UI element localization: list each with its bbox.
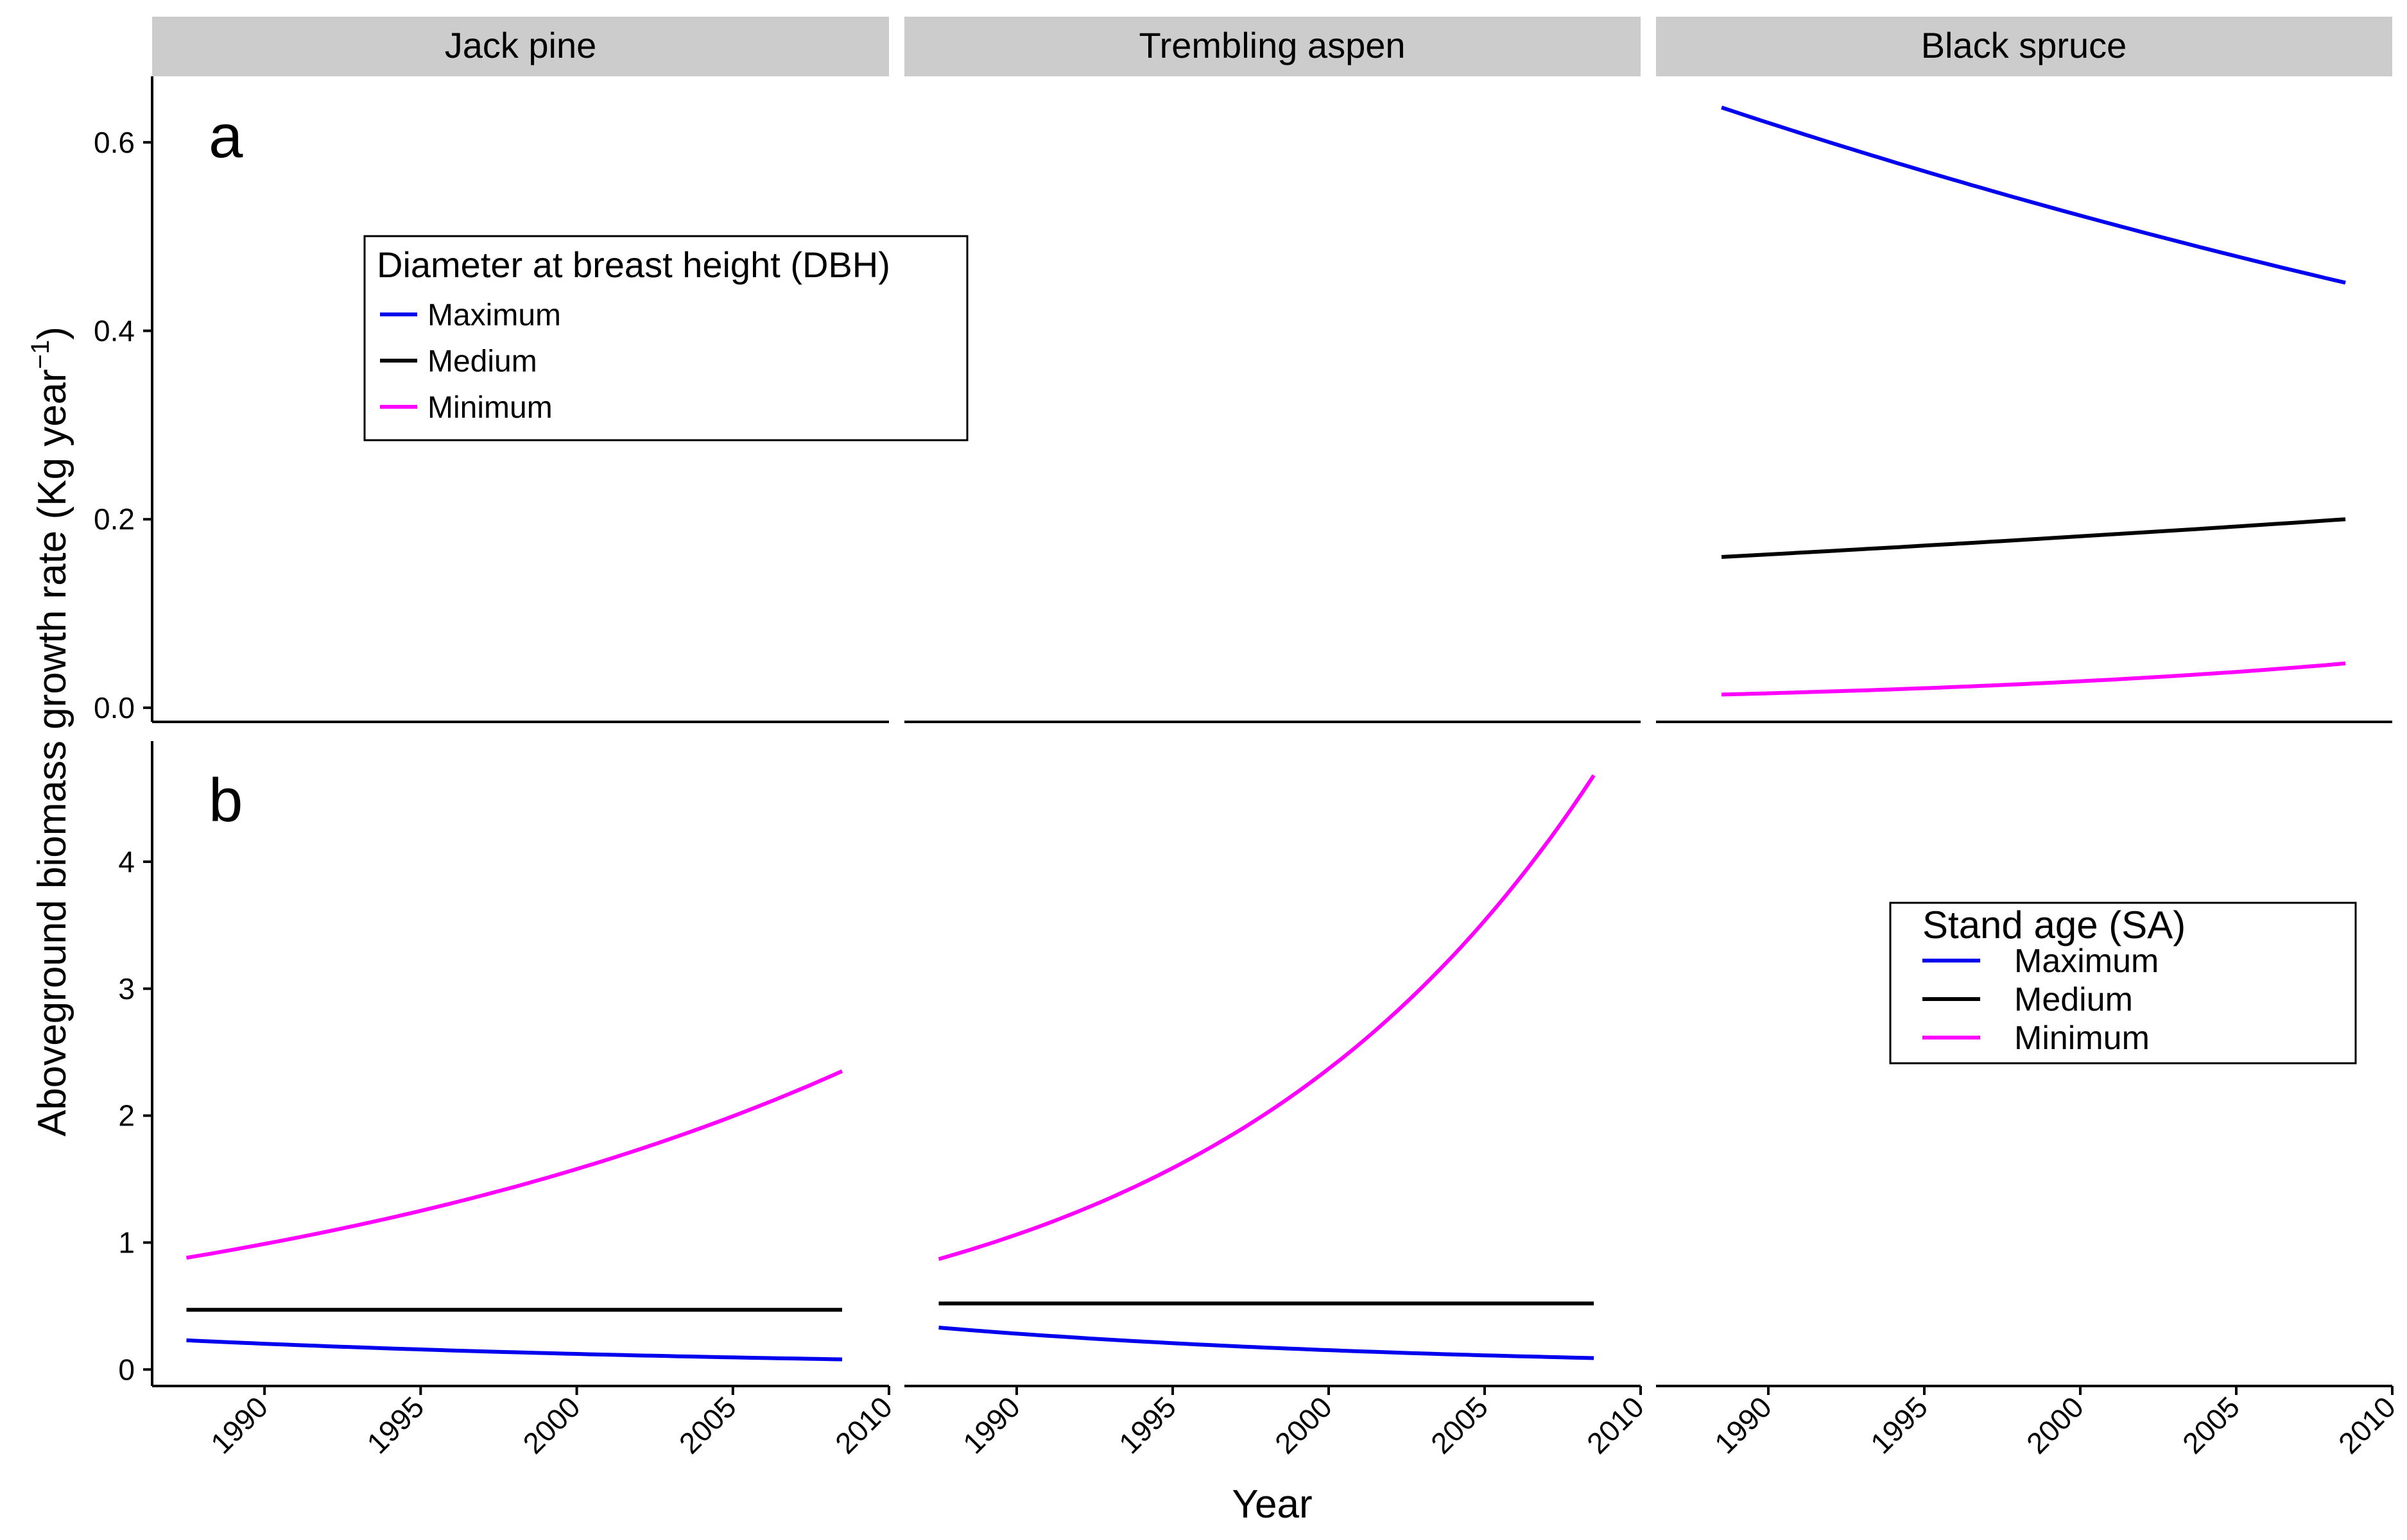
panel-label-b: b <box>209 766 243 835</box>
x-tick-label-black-spruce-1995: 1995 <box>1864 1390 1934 1460</box>
strip-jack-pine <box>152 17 889 76</box>
x-tick-label-black-spruce-2005: 2005 <box>2176 1390 2246 1460</box>
y-tick-label-b-1: 1 <box>118 1226 135 1259</box>
y-tick-label-a-0-6: 0.6 <box>94 126 135 159</box>
legend-sa-title: Stand age (SA) <box>1922 903 2186 946</box>
legend-sa: Stand age (SA) Maximum Medium Minimum <box>1889 902 2357 1065</box>
strip-black-spruce <box>1656 17 2392 76</box>
y-tick-label-b-2: 2 <box>118 1099 135 1133</box>
y-axis-row-b: 0 1 2 3 4 <box>118 845 152 1386</box>
legend-sa-label-medium: Medium <box>2014 981 2133 1018</box>
x-tick-label-trembling-aspen-2005: 2005 <box>1424 1390 1494 1460</box>
x-tick-label-trembling-aspen-2010: 2010 <box>1580 1390 1650 1460</box>
x-axis-title: Year <box>1232 1482 1312 1527</box>
legend-dbh-label-minimum: Minimum <box>427 391 553 425</box>
y-tick-label-a-0: 0.0 <box>94 691 135 724</box>
strip-label-trembling-aspen: Trembling aspen <box>1139 25 1405 65</box>
y-tick-label-a-0-2: 0.2 <box>94 502 135 536</box>
series-b-trembling-aspen-maximum <box>938 1326 1594 1360</box>
series-b-jack-pine-minimum <box>185 1069 843 1260</box>
series-layer <box>185 105 2346 1362</box>
series-a-black-spruce-minimum <box>1721 661 2346 697</box>
x-axes: 1990 1995 2000 2005 2010 1990 1995 2000 2005 2010… <box>204 1386 2402 1460</box>
y-tick-label-b-3: 3 <box>118 972 135 1005</box>
x-tick-label-jack-pine-2000: 2000 <box>516 1390 586 1460</box>
x-tick-label-jack-pine-1990: 1990 <box>204 1390 274 1460</box>
x-tick-label-black-spruce-2000: 2000 <box>2020 1390 2090 1460</box>
panel-label-a: a <box>209 102 243 171</box>
series-a-black-spruce-medium <box>1721 517 2346 559</box>
x-tick-label-jack-pine-2010: 2010 <box>829 1390 899 1460</box>
series-b-jack-pine-maximum <box>186 1338 843 1362</box>
x-tick-label-trembling-aspen-1995: 1995 <box>1112 1390 1182 1460</box>
legend-dbh-label-medium: Medium <box>427 345 537 379</box>
x-tick-label-trembling-aspen-1990: 1990 <box>956 1390 1026 1460</box>
legend-dbh-frame <box>363 235 969 441</box>
axis-lines <box>151 76 2392 1387</box>
legend-dbh-label-maximum: Maximum <box>427 298 561 332</box>
y-tick-label-a-0-4: 0.4 <box>94 314 135 348</box>
series-a-black-spruce-maximum <box>1721 105 2346 285</box>
x-tick-label-jack-pine-2005: 2005 <box>673 1390 743 1460</box>
legend-sa-label-maximum: Maximum <box>2014 943 2159 980</box>
series-b-trembling-aspen-minimum <box>938 774 1596 1262</box>
x-tick-label-black-spruce-1990: 1990 <box>1708 1390 1778 1460</box>
y-axis-title: Aboveground biomass growth rate (Kg year… <box>26 327 74 1136</box>
x-tick-label-trembling-aspen-2000: 2000 <box>1268 1390 1338 1460</box>
legend-sa-label-minimum: Minimum <box>2014 1020 2150 1057</box>
y-tick-label-b-0: 0 <box>118 1353 135 1386</box>
legend-dbh-title: Diameter at breast height (DBH) <box>377 244 890 285</box>
strip-label-black-spruce: Black spruce <box>1921 25 2127 65</box>
strip-label-jack-pine: Jack pine <box>445 25 597 65</box>
y-axis-row-a: 0.0 0.2 0.4 0.6 <box>94 126 152 724</box>
legend-dbh: Diameter at breast height (DBH) Maximum … <box>363 235 969 441</box>
y-tick-label-b-4: 4 <box>118 845 135 878</box>
x-tick-label-black-spruce-2010: 2010 <box>2332 1390 2402 1460</box>
strip-trembling-aspen <box>904 17 1641 76</box>
x-tick-label-jack-pine-1995: 1995 <box>360 1390 430 1460</box>
facet-strips: Jack pine Trembling aspen Black spruce <box>152 17 2392 76</box>
